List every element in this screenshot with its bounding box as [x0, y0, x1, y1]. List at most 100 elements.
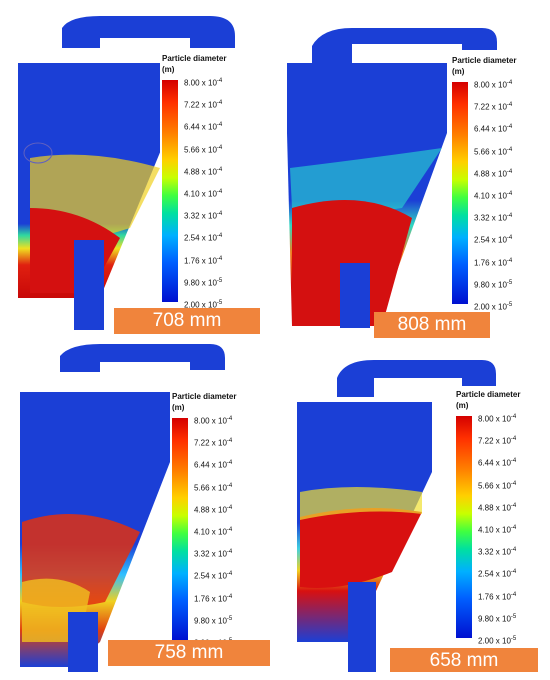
legend-tick-label: 6.44 x 10-4 — [184, 120, 222, 133]
legend-tick-label: 7.22 x 10-4 — [184, 98, 222, 111]
tick-exponent: -5 — [510, 636, 517, 642]
legend-tick-label: 9.80 x 10-5 — [478, 612, 516, 625]
tick-mantissa: 2.54 x 10 — [184, 234, 217, 244]
tick-mantissa: 6.44 x 10 — [194, 461, 227, 471]
legend-tick-label: 7.22 x 10-4 — [474, 100, 512, 113]
tick-mantissa: 2.54 x 10 — [478, 570, 511, 580]
tick-exponent: -4 — [226, 571, 233, 578]
tick-exponent: -4 — [506, 191, 513, 197]
legend-tick-label: 4.88 x 10-4 — [184, 165, 222, 178]
color-legend: Particle diameter (m) 8.00 x 10-4 7.22 x … — [170, 392, 250, 652]
legend-tick-label: 7.22 x 10-4 — [478, 434, 516, 447]
height-label: 758 mm — [108, 640, 270, 666]
tick-mantissa: 9.80 x 10 — [478, 614, 511, 624]
legend-tick-label: 4.88 x 10-4 — [194, 503, 232, 516]
color-legend: Particle diameter (m) 8.00 x 10-4 7.22 x … — [450, 56, 530, 316]
cyclone-simulation-758 — [20, 344, 225, 672]
tick-mantissa: 5.66 x 10 — [194, 483, 227, 493]
tick-exponent: -4 — [510, 591, 517, 598]
legend-tick-label: 7.22 x 10-4 — [194, 436, 232, 449]
colorbar — [456, 416, 472, 638]
legend-tick-label: 5.66 x 10-4 — [474, 145, 512, 158]
tick-exponent: -5 — [216, 300, 223, 306]
legend-tick-label: 1.76 x 10-4 — [194, 592, 232, 605]
height-label: 808 mm — [374, 312, 490, 338]
tick-exponent: -4 — [506, 124, 513, 131]
tick-exponent: -4 — [506, 257, 513, 264]
color-legend: Particle diameter (m) 8.00 x 10-4 7.22 x … — [454, 390, 534, 650]
tick-mantissa: 9.80 x 10 — [194, 616, 227, 626]
tick-exponent: -4 — [510, 414, 517, 420]
tick-mantissa: 5.66 x 10 — [474, 147, 507, 157]
tick-mantissa: 7.22 x 10 — [474, 102, 507, 112]
colorbar — [172, 418, 188, 640]
tick-exponent: -5 — [510, 613, 517, 620]
legend-tick-label: 2.00 x 10-5 — [474, 300, 512, 313]
cyclone-simulation-658 — [297, 360, 496, 672]
legend-tick-label: 5.66 x 10-4 — [184, 143, 222, 156]
legend-unit: (m) — [162, 65, 175, 74]
tick-mantissa: 5.66 x 10 — [478, 481, 511, 491]
tick-mantissa: 3.32 x 10 — [184, 211, 217, 221]
legend-title: Particle diameter — [456, 390, 521, 399]
legend-tick-label: 9.80 x 10-5 — [474, 278, 512, 291]
legend-unit: (m) — [452, 67, 465, 76]
tick-exponent: -4 — [506, 102, 513, 109]
tick-mantissa: 6.44 x 10 — [478, 459, 511, 469]
tick-exponent: -5 — [216, 277, 223, 284]
tick-exponent: -5 — [506, 279, 513, 286]
colorbar — [452, 82, 468, 304]
tick-mantissa: 9.80 x 10 — [184, 278, 217, 288]
legend-title: Particle diameter — [162, 54, 227, 63]
tick-mantissa: 7.22 x 10 — [184, 100, 217, 110]
tick-exponent: -4 — [506, 168, 513, 175]
legend-tick-label: 2.00 x 10-5 — [478, 634, 516, 647]
panel-658mm: Particle diameter (m) 8.00 x 10-4 7.22 x … — [282, 342, 548, 672]
legend-tick-label: 9.80 x 10-5 — [184, 276, 222, 289]
tick-exponent: -5 — [226, 615, 233, 622]
tick-exponent: -4 — [226, 416, 233, 422]
panel-758mm: Particle diameter (m) 8.00 x 10-4 7.22 x … — [10, 342, 276, 672]
legend-tick-label: 4.10 x 10-4 — [184, 187, 222, 200]
legend-tick-label: 8.00 x 10-4 — [478, 412, 516, 425]
legend-tick-label: 2.00 x 10-5 — [184, 298, 222, 311]
legend-tick-label: 4.10 x 10-4 — [478, 523, 516, 536]
legend-tick-label: 2.54 x 10-4 — [194, 569, 232, 582]
tick-mantissa: 2.00 x 10 — [184, 300, 217, 310]
tick-exponent: -4 — [510, 502, 517, 509]
tick-mantissa: 2.00 x 10 — [474, 302, 507, 312]
tick-mantissa: 4.88 x 10 — [474, 169, 507, 179]
legend-tick-label: 3.32 x 10-4 — [478, 545, 516, 558]
tick-mantissa: 2.00 x 10 — [478, 636, 511, 646]
tick-mantissa: 8.00 x 10 — [478, 414, 511, 424]
tick-exponent: -5 — [506, 302, 513, 308]
tick-mantissa: 3.32 x 10 — [194, 549, 227, 559]
tick-exponent: -4 — [506, 80, 513, 86]
tick-mantissa: 5.66 x 10 — [184, 145, 217, 155]
tick-exponent: -4 — [216, 211, 223, 218]
cyclone-simulation-808 — [287, 28, 497, 328]
legend-tick-label: 2.54 x 10-4 — [184, 231, 222, 244]
tick-mantissa: 9.80 x 10 — [474, 280, 507, 290]
legend-tick-label: 8.00 x 10-4 — [184, 76, 222, 89]
tick-exponent: -4 — [510, 480, 517, 487]
tick-exponent: -4 — [226, 460, 233, 467]
tick-mantissa: 7.22 x 10 — [194, 438, 227, 448]
tick-exponent: -4 — [510, 436, 517, 443]
tick-exponent: -4 — [226, 482, 233, 489]
legend-unit: (m) — [456, 401, 469, 410]
tick-exponent: -4 — [226, 438, 233, 445]
legend-tick-label: 4.10 x 10-4 — [474, 189, 512, 202]
tick-exponent: -4 — [216, 78, 223, 84]
legend-tick-label: 1.76 x 10-4 — [474, 256, 512, 269]
tick-exponent: -4 — [216, 144, 223, 151]
tick-mantissa: 6.44 x 10 — [184, 123, 217, 133]
tick-mantissa: 2.54 x 10 — [474, 236, 507, 246]
legend-tick-label: 8.00 x 10-4 — [194, 414, 232, 427]
legend-tick-label: 4.88 x 10-4 — [474, 167, 512, 180]
legend-tick-label: 1.76 x 10-4 — [184, 254, 222, 267]
tick-exponent: -4 — [506, 235, 513, 242]
legend-tick-label: 5.66 x 10-4 — [194, 481, 232, 494]
legend-tick-label: 6.44 x 10-4 — [478, 456, 516, 469]
